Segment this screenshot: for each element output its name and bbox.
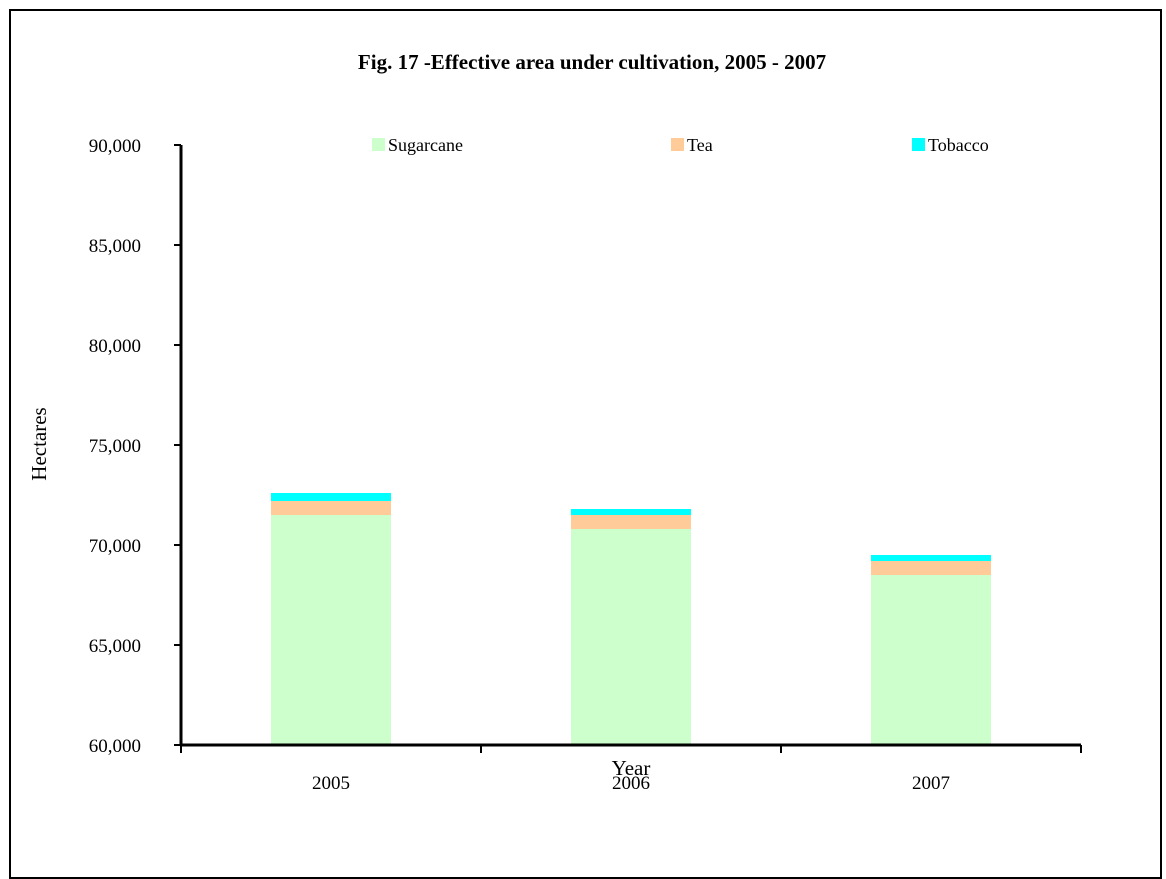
bar-tea-2005 — [271, 501, 391, 515]
legend-swatch-sugarcane — [372, 138, 385, 151]
y-tick-label: 90,000 — [89, 136, 141, 157]
bar-sugarcane-2007 — [871, 575, 991, 745]
y-tick-label: 65,000 — [89, 636, 141, 657]
x-axis-label: Year — [612, 756, 651, 780]
legend-label-sugarcane: Sugarcane — [388, 135, 463, 155]
y-axis-label: Hectares — [27, 407, 51, 480]
x-tick-label: 2005 — [312, 773, 350, 794]
x-tick-label: 2007 — [912, 773, 950, 794]
bar-tea-2006 — [571, 515, 691, 529]
chart-title: Fig. 17 -Effective area under cultivatio… — [358, 50, 826, 74]
legend-swatch-tea — [671, 138, 684, 151]
bar-tobacco-2006 — [571, 509, 691, 515]
bar-tea-2007 — [871, 561, 991, 575]
y-tick-label: 60,000 — [89, 736, 141, 757]
y-tick-label: 70,000 — [89, 536, 141, 557]
bar-sugarcane-2006 — [571, 529, 691, 745]
legend-label-tobacco: Tobacco — [928, 135, 989, 155]
y-tick-label: 80,000 — [89, 336, 141, 357]
legend: Sugarcane Tea Tobacco — [372, 135, 989, 155]
bars-group — [271, 493, 991, 745]
y-tick-label: 75,000 — [89, 436, 141, 457]
bar-sugarcane-2005 — [271, 515, 391, 745]
legend-swatch-tobacco — [912, 138, 925, 151]
axes-group: 60,000 65,000 70,000 75,000 80,000 85,000 90,0… — [89, 136, 1082, 794]
legend-label-tea: Tea — [687, 135, 713, 155]
y-tick-label: 85,000 — [89, 236, 141, 257]
x-tick-label: 2006 — [612, 773, 650, 794]
bar-tobacco-2007 — [871, 555, 991, 561]
bar-tobacco-2005 — [271, 493, 391, 501]
